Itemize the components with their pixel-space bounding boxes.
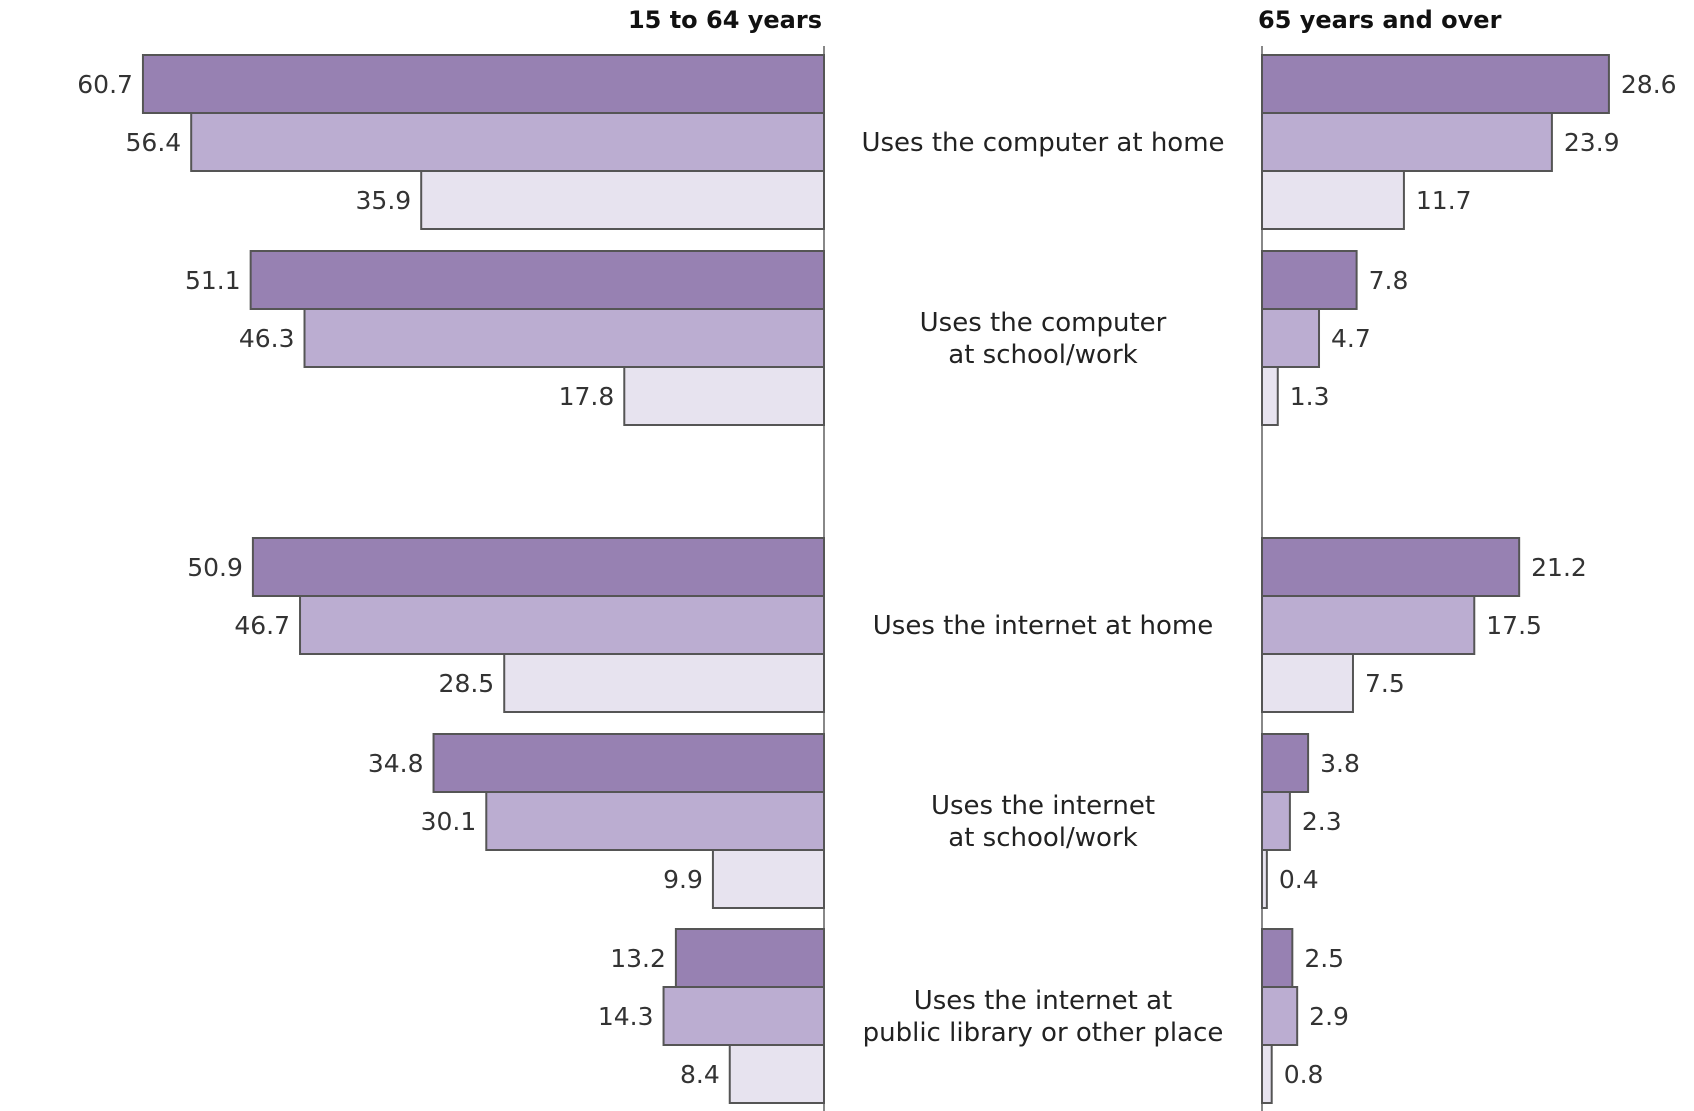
value-label-left-c2-s2: 28.5: [439, 669, 495, 698]
value-label-right-c2-s0: 21.2: [1531, 553, 1587, 582]
bar-left-c1-s2: [623, 366, 825, 426]
bar-left-c3-s2: [711, 849, 825, 909]
bar-right-c0-s0: [1261, 54, 1610, 114]
bar-right-c3-s1: [1261, 791, 1291, 851]
panel-title-right: 65 years and over: [1258, 6, 1502, 34]
value-label-left-c2-s0: 50.9: [187, 553, 243, 582]
bar-left-c4-s1: [662, 986, 826, 1046]
bar-right-c3-s0: [1261, 733, 1310, 793]
value-label-right-c3-s0: 3.8: [1320, 749, 1360, 778]
category-label-4-line-0: Uses the internet at: [914, 986, 1173, 1016]
value-label-left-c3-s2: 9.9: [663, 865, 703, 894]
bar-left-c0-s1: [190, 112, 825, 172]
value-label-right-c3-s1: 2.3: [1302, 807, 1342, 836]
value-label-left-c4-s2: 8.4: [680, 1060, 720, 1089]
value-label-right-c4-s1: 2.9: [1309, 1002, 1349, 1031]
bar-left-c2-s2: [503, 653, 825, 713]
value-label-left-c0-s2: 35.9: [356, 186, 412, 215]
value-label-left-c0-s1: 56.4: [126, 128, 182, 157]
bar-right-c3-s2: [1261, 849, 1268, 909]
bars-layer: [141, 54, 1610, 1104]
bar-right-c4-s0: [1261, 928, 1294, 988]
bar-right-c1-s0: [1261, 250, 1358, 310]
bar-right-c4-s1: [1261, 986, 1299, 1046]
value-label-right-c0-s2: 11.7: [1416, 186, 1472, 215]
bar-left-c2-s0: [251, 537, 826, 597]
bar-left-c3-s0: [432, 733, 825, 793]
bar-left-c1-s0: [249, 250, 825, 310]
category-label-1-line-1: at school/work: [948, 340, 1137, 370]
bar-left-c4-s2: [728, 1044, 826, 1104]
value-label-left-c3-s0: 34.8: [368, 749, 424, 778]
bar-left-c1-s1: [303, 308, 826, 368]
value-label-left-c1-s0: 51.1: [185, 266, 241, 295]
value-label-left-c2-s1: 46.7: [234, 611, 290, 640]
bar-left-c3-s1: [485, 791, 825, 851]
category-label-1-line-0: Uses the computer: [920, 308, 1167, 338]
value-label-right-c1-s0: 7.8: [1369, 266, 1409, 295]
value-label-right-c2-s1: 17.5: [1486, 611, 1542, 640]
value-label-left-c4-s0: 13.2: [610, 944, 666, 973]
value-label-right-c1-s1: 4.7: [1331, 324, 1371, 353]
bar-right-c0-s2: [1261, 170, 1405, 230]
value-label-left-c3-s1: 30.1: [421, 807, 477, 836]
panel-title-left: 15 to 64 years: [628, 6, 822, 34]
category-label-3-line-1: at school/work: [948, 823, 1137, 853]
value-label-right-c4-s2: 0.8: [1284, 1060, 1324, 1089]
value-label-left-c1-s2: 17.8: [559, 382, 615, 411]
value-label-left-c0-s0: 60.7: [77, 70, 133, 99]
value-label-right-c2-s2: 7.5: [1365, 669, 1405, 698]
bar-left-c2-s1: [299, 595, 825, 655]
bar-right-c0-s1: [1261, 112, 1553, 172]
value-label-right-c4-s0: 2.5: [1304, 944, 1344, 973]
value-label-right-c1-s2: 1.3: [1290, 382, 1330, 411]
category-label-3-line-0: Uses the internet: [931, 791, 1155, 821]
value-label-right-c0-s1: 23.9: [1564, 128, 1620, 157]
bar-right-c2-s1: [1261, 595, 1476, 655]
bar-right-c4-s2: [1261, 1044, 1273, 1104]
value-label-right-c3-s2: 0.4: [1279, 865, 1319, 894]
category-label-0-line-0: Uses the computer at home: [861, 128, 1224, 158]
value-label-left-c4-s1: 14.3: [598, 1002, 654, 1031]
labels-layer: 60.7 28.6 56.4 23.9 35.9 11.7 Uses the compute…: [77, 70, 1676, 1089]
bar-left-c0-s2: [420, 170, 825, 230]
bar-left-c4-s0: [674, 928, 825, 988]
value-label-left-c1-s1: 46.3: [239, 324, 295, 353]
bar-right-c1-s1: [1261, 308, 1321, 368]
bar-right-c2-s0: [1261, 537, 1521, 597]
bar-right-c2-s2: [1261, 653, 1354, 713]
category-label-2-line-0: Uses the internet at home: [873, 611, 1213, 641]
bar-left-c0-s0: [141, 54, 826, 114]
category-label-4-line-1: public library or other place: [863, 1018, 1224, 1048]
value-label-right-c0-s0: 28.6: [1621, 70, 1677, 99]
bar-right-c1-s2: [1261, 366, 1279, 426]
